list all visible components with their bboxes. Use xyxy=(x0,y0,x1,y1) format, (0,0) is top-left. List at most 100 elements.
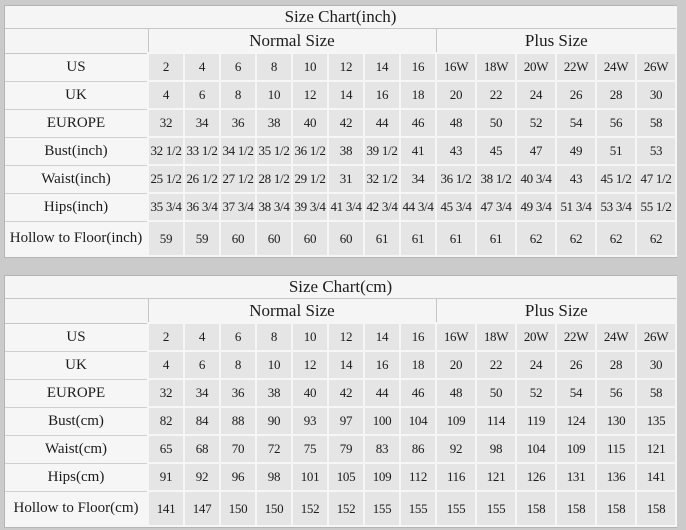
size-cell: 38 xyxy=(255,108,293,138)
size-cell: 131 xyxy=(555,462,597,492)
table-row: Bust(cm) 82 84 88 90 93 97 100 104 109 114 119 124 13… xyxy=(5,406,678,436)
table-row: EUROPE 32 34 36 38 40 42 44 46 48 50 52 54 56 58 xyxy=(5,108,678,138)
size-cell: 8 xyxy=(255,322,293,352)
size-cell: 34 xyxy=(399,164,437,194)
size-cell: 42 3/4 xyxy=(363,192,401,222)
size-cell: 58 xyxy=(634,378,678,408)
size-cell: 34 1/2 xyxy=(219,136,257,166)
size-cell: 4 xyxy=(147,350,185,380)
size-cell: 14 xyxy=(363,52,401,82)
size-cell: 24 xyxy=(515,80,557,110)
size-cell: 25 1/2 xyxy=(147,164,185,194)
size-cell: 109 xyxy=(363,462,401,492)
size-cell: 40 xyxy=(291,378,329,408)
size-cell: 51 3/4 xyxy=(555,192,597,222)
size-cell: 12 xyxy=(327,322,365,352)
size-cell: 30 xyxy=(634,350,678,380)
size-cell: 68 xyxy=(183,434,221,464)
size-cell: 41 3/4 xyxy=(327,192,365,222)
size-cell: 22 xyxy=(475,350,517,380)
size-cell: 40 3/4 xyxy=(515,164,557,194)
size-cell: 18W xyxy=(475,52,517,82)
size-cell: 38 1/2 xyxy=(475,164,517,194)
size-cell: 41 xyxy=(399,136,437,166)
size-cell: 55 1/2 xyxy=(634,192,678,222)
title-row: Size Chart(cm) xyxy=(5,276,677,299)
size-cell: 48 xyxy=(435,108,477,138)
size-cell: 60 xyxy=(327,220,365,257)
group-header-row: Normal Size Plus Size xyxy=(5,28,677,54)
size-cell: 33 1/2 xyxy=(183,136,221,166)
size-chart-inch-table: Size Chart(inch) Normal Size Plus Size U… xyxy=(5,6,678,257)
table-row: Hollow to Floor(cm) 141 147 150 150 152 152 155… xyxy=(5,490,678,527)
size-cell: 83 xyxy=(363,434,401,464)
size-cell: 6 xyxy=(183,80,221,110)
row-label: US xyxy=(5,323,148,352)
size-cell: 98 xyxy=(475,434,517,464)
size-cell: 43 xyxy=(555,164,597,194)
size-cell: 79 xyxy=(327,434,365,464)
size-cell: 121 xyxy=(475,462,517,492)
row-label: Hollow to Floor(inch) xyxy=(5,221,148,256)
size-cell: 104 xyxy=(515,434,557,464)
size-cell: 46 xyxy=(399,108,437,138)
size-cell: 8 xyxy=(219,80,257,110)
size-cell: 126 xyxy=(515,462,557,492)
size-cell: 6 xyxy=(183,350,221,380)
size-cell: 109 xyxy=(555,434,597,464)
table-row: EUROPE 32 34 36 38 40 42 44 46 48 50 52 54 56 58 xyxy=(5,378,678,408)
size-cell: 26 1/2 xyxy=(183,164,221,194)
size-cell: 36 xyxy=(219,108,257,138)
size-cell: 36 3/4 xyxy=(183,192,221,222)
size-cell: 58 xyxy=(634,108,678,138)
size-cell: 70 xyxy=(219,434,257,464)
size-cell: 24 xyxy=(515,350,557,380)
size-cell: 34 xyxy=(183,108,221,138)
size-cell: 30 xyxy=(634,80,678,110)
row-label: EUROPE xyxy=(5,109,148,138)
size-cell: 158 xyxy=(595,490,637,527)
size-cell: 4 xyxy=(183,52,221,82)
size-cell: 121 xyxy=(634,434,678,464)
size-cell: 152 xyxy=(291,490,329,527)
size-cell: 38 3/4 xyxy=(255,192,293,222)
size-chart-cm-panel: Size Chart(cm) Normal Size Plus Size US 2… xyxy=(4,275,678,528)
size-cell: 65 xyxy=(147,434,185,464)
table-row: Waist(cm) 65 68 70 72 75 79 83 86 92 98 104 109 115 12… xyxy=(5,434,678,464)
size-chart-inch-panel: Size Chart(inch) Normal Size Plus Size U… xyxy=(4,5,678,258)
size-cell: 61 xyxy=(435,220,477,257)
size-cell: 105 xyxy=(327,462,365,492)
size-cell: 49 xyxy=(555,136,597,166)
size-cell: 20W xyxy=(515,322,557,352)
table-body: US 2 4 6 8 10 12 14 16 16W 18W 20W 22W 24W 26W UK 4 6 8 10 1… xyxy=(5,322,678,527)
size-cell: 16W xyxy=(435,322,477,352)
size-cell: 62 xyxy=(634,220,678,257)
title-row: Size Chart(inch) xyxy=(5,6,677,29)
row-label: Waist(cm) xyxy=(5,435,148,464)
size-cell: 109 xyxy=(435,406,477,436)
size-cell: 62 xyxy=(595,220,637,257)
size-cell: 22W xyxy=(555,52,597,82)
size-cell: 90 xyxy=(255,406,293,436)
size-cell: 158 xyxy=(634,490,678,527)
size-cell: 72 xyxy=(255,434,293,464)
size-cell: 16W xyxy=(435,52,477,82)
size-cell: 136 xyxy=(595,462,637,492)
size-cell: 56 xyxy=(595,108,637,138)
size-cell: 155 xyxy=(399,490,437,527)
table-body: US 2 4 6 8 10 12 14 16 16W 18W 20W 22W 24W 26W UK 4 6 8 10 1… xyxy=(5,52,678,257)
size-cell: 114 xyxy=(475,406,517,436)
size-cell: 53 xyxy=(634,136,678,166)
size-cell: 135 xyxy=(634,406,678,436)
size-cell: 16 xyxy=(363,350,401,380)
size-cell: 50 xyxy=(475,108,517,138)
size-cell: 150 xyxy=(219,490,257,527)
group-header-normal-size: Normal Size xyxy=(147,298,436,324)
corner-cell xyxy=(5,298,148,324)
group-header-plus-size: Plus Size xyxy=(435,298,677,324)
size-cell: 32 xyxy=(147,108,185,138)
size-cell: 46 xyxy=(399,378,437,408)
size-cell: 28 xyxy=(595,80,637,110)
size-cell: 2 xyxy=(147,52,185,82)
size-cell: 35 3/4 xyxy=(147,192,185,222)
